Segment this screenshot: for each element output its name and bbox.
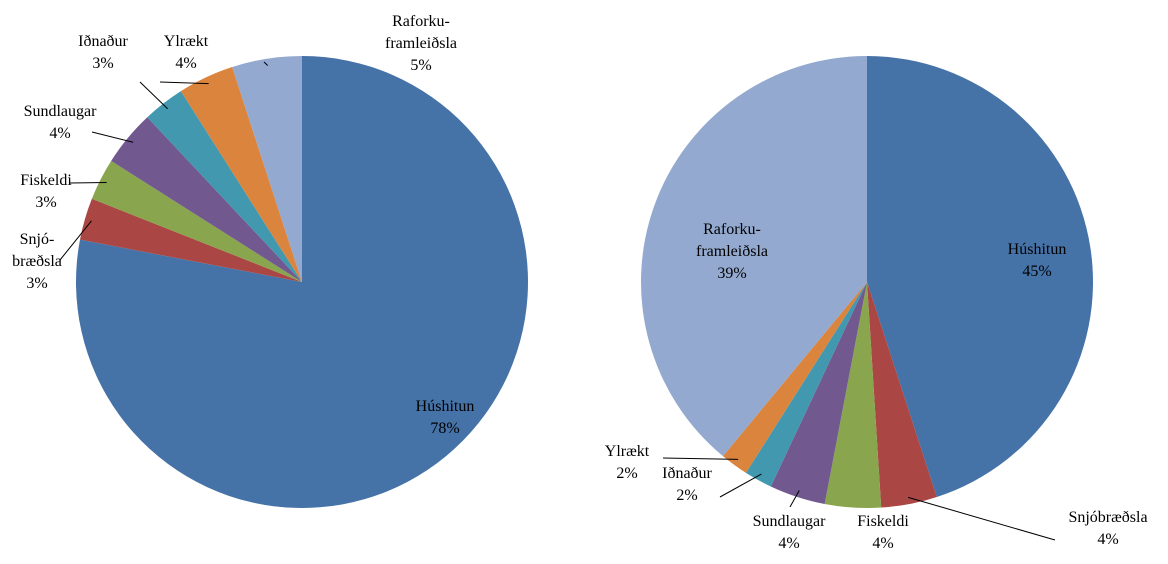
slice-label: Iðnaður 3% [78,33,128,72]
category-line: Sundlaugar [24,103,98,120]
category-label: Snjó-bræðsla [12,231,62,270]
category-label: Fiskeldi [20,172,72,189]
leader-line [789,490,800,508]
leader-line [59,220,92,261]
pie-slice [91,160,302,282]
value-label: 45% [1022,263,1051,280]
category-line: Húshitun [416,398,475,415]
slice-label: Ylrækt 2% [605,443,650,482]
category-line: Snjó- [20,231,55,248]
leader-line [139,81,168,110]
pie-slice [80,198,302,282]
value-label: 4% [175,55,196,72]
pie-slice [111,117,303,283]
category-line: bræðsla [12,253,62,270]
pie-slice [770,282,867,504]
category-label: Sundlaugar [753,513,827,530]
slice-label: Snjó-bræðsla 3% [12,231,62,292]
pie-slice [722,282,867,473]
pie-slice [824,282,882,508]
category-label: Ylrækt [164,33,209,50]
category-label: Raforku-framleiðsla [696,221,768,260]
category-line: Ylrækt [164,33,209,50]
slice-label: Sundlaugar 4% [24,103,98,142]
value-label: 4% [1097,531,1118,548]
leader-line [69,181,107,184]
value-label: 4% [872,535,893,552]
slice-label: Raforku-framleiðsla 5% [385,13,457,74]
value-label: 4% [49,125,70,142]
value-label: 3% [35,194,56,211]
slice-label: Sundlaugar 4% [753,513,827,552]
pie-slice [745,282,867,487]
value-label: 5% [410,57,431,74]
category-label: Snjóbræðsla [1068,509,1147,526]
category-label: Ylrækt [605,443,650,460]
category-line: Raforku- [703,221,761,238]
category-label: Iðnaður [662,465,712,482]
leader-line [263,61,269,66]
leader-line [662,457,739,460]
category-line: Snjóbræðsla [1068,509,1147,526]
value-label: 2% [676,487,697,504]
leader-line [719,473,762,498]
category-label: Iðnaður [78,33,128,50]
category-line: Sundlaugar [753,513,827,530]
category-line: Raforku- [392,13,450,30]
category-line: Iðnaður [662,465,712,482]
value-label: 3% [26,275,47,292]
pie-slice [232,56,302,282]
category-label: Húshitun [1008,241,1067,258]
category-line: Húshitun [1008,241,1067,258]
value-label: 3% [92,55,113,72]
pie-slice [180,67,302,283]
category-line: Iðnaður [78,33,128,50]
value-label: 2% [616,465,637,482]
value-label: 4% [778,535,799,552]
leader-line [159,81,209,85]
category-line: Ylrækt [605,443,650,460]
category-label: Húshitun [416,398,475,415]
slice-label: Raforku-framleiðsla 39% [696,221,768,282]
leader-line [907,496,1056,541]
category-line: framleiðsla [385,35,457,52]
category-line: framleiðsla [696,243,768,260]
pie-slice [867,56,1093,497]
slice-label: Iðnaður 2% [662,465,712,504]
slice-label: Fiskeldi 3% [20,172,72,211]
slice-label: Ylrækt 4% [164,33,209,72]
category-line: Fiskeldi [20,172,72,189]
value-label: 39% [717,265,746,282]
leader-line [91,131,134,143]
category-line: Fiskeldi [857,513,909,530]
slice-label: Fiskeldi 4% [857,513,909,552]
pie-slice [867,282,937,508]
category-label: Fiskeldi [857,513,909,530]
category-label: Raforku-framleiðsla [385,13,457,52]
slice-label: Húshitun 78% [416,398,475,437]
slice-label: Húshitun 45% [1008,241,1067,280]
pie-slice [641,56,867,457]
pie-slice [147,91,302,283]
slice-label: Snjóbræðsla 4% [1068,509,1147,548]
value-label: 78% [430,420,459,437]
category-label: Sundlaugar [24,103,98,120]
